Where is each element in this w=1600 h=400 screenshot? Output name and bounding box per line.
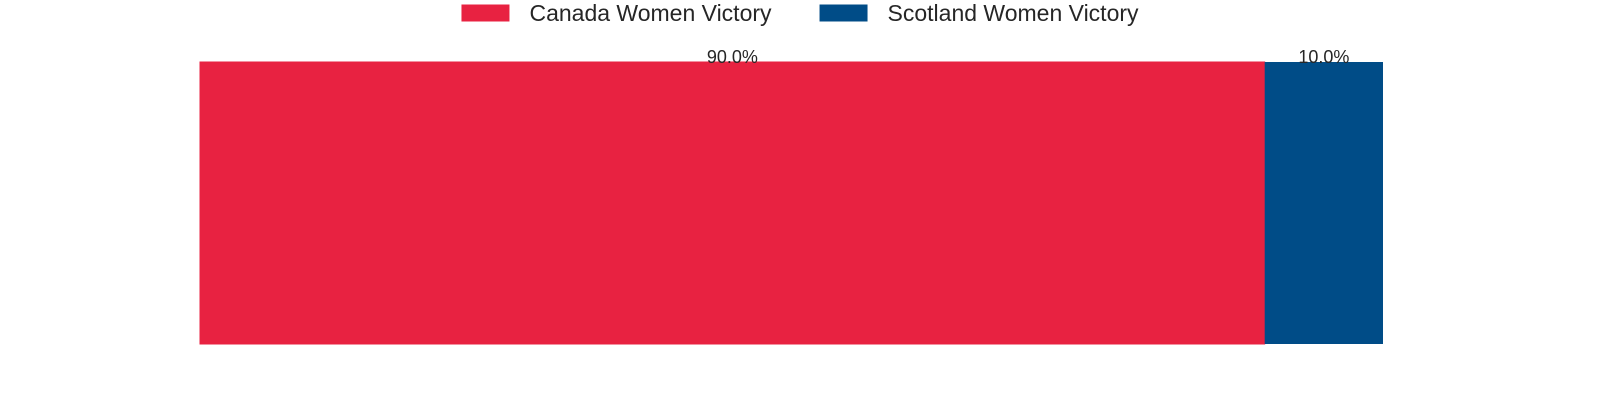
legend-label-scotland-women-victory: Scotland Women Victory [888, 0, 1139, 26]
bar-area [199, 61, 1383, 345]
bar-scotland-women-victory [1264, 62, 1383, 344]
data-label-canada-women-victory: 90.0% [707, 47, 758, 67]
legend-label-canada-women-victory: Canada Women Victory [529, 0, 772, 26]
data-labels: 90.0% 10.0% [707, 47, 1350, 67]
legend-swatch-scotland-women-victory [819, 4, 868, 22]
legend: Canada Women Victory Scotland Women Victo… [461, 0, 1139, 26]
legend-swatch-canada-women-victory [461, 4, 510, 22]
data-label-scotland-women-victory: 10.0% [1298, 47, 1349, 67]
bar-canada-women-victory [199, 61, 1266, 345]
